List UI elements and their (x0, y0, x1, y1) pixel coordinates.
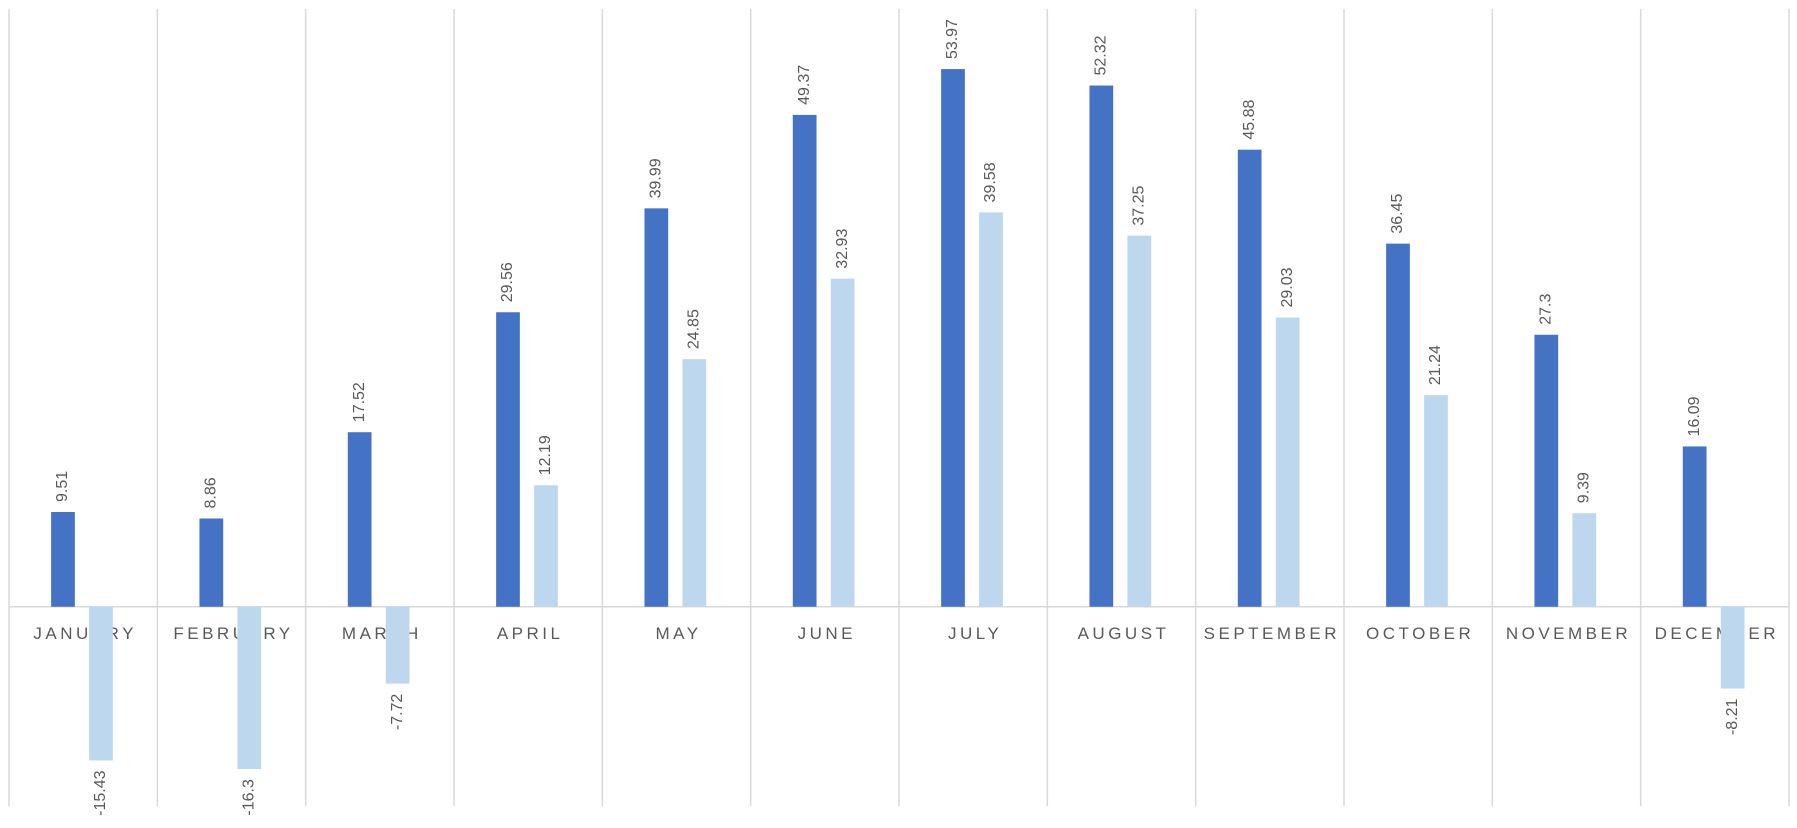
bar (347, 432, 372, 607)
bar (644, 208, 669, 607)
bar (682, 359, 707, 607)
value-label: 17.52 (351, 382, 368, 422)
x-tick-label: SEPTEMBER (1204, 624, 1340, 643)
value-label: 16.09 (1686, 396, 1703, 436)
bar (51, 512, 75, 607)
bar (89, 606, 113, 761)
value-label: 21.24 (1427, 345, 1444, 385)
value-label: 52.32 (1093, 35, 1110, 75)
bar (1275, 317, 1300, 607)
x-tick-label: APRIL (497, 624, 564, 643)
value-label: 36.45 (1389, 193, 1406, 233)
bar (1720, 606, 1745, 689)
bar (1386, 243, 1410, 607)
x-tick-label: NOVEMBER (1506, 624, 1631, 643)
x-tick-label: JUNE (798, 624, 856, 643)
bar (792, 114, 817, 607)
value-label: 24.85 (686, 309, 703, 349)
value-label: 45.88 (1241, 100, 1258, 140)
bar (199, 518, 224, 607)
value-label: 8.86 (203, 477, 220, 508)
bar (534, 485, 558, 607)
bar (1237, 149, 1262, 607)
x-tick-label: MARCH (342, 624, 422, 643)
bar (1534, 334, 1559, 607)
bar (237, 606, 262, 770)
bar (496, 312, 520, 607)
x-tick-label: JULY (948, 624, 1002, 643)
bar (1127, 235, 1152, 607)
value-label: 29.03 (1279, 267, 1296, 307)
value-label: -7.72 (389, 694, 406, 731)
value-label: 53.97 (944, 19, 961, 59)
value-label: 39.99 (648, 158, 665, 198)
value-label: 32.93 (834, 229, 851, 269)
bar (1424, 395, 1448, 607)
value-label: 39.58 (982, 162, 999, 202)
bar (1572, 513, 1597, 607)
bar (979, 212, 1003, 607)
x-tick-label: DECEMBER (1655, 624, 1779, 643)
value-label: 12.19 (537, 435, 554, 475)
value-label: -8.21 (1724, 698, 1741, 735)
bar (830, 278, 855, 607)
x-tick-label: JANUARY (33, 624, 137, 643)
x-tick-label: FEBRUARY (173, 624, 293, 643)
value-label: 37.25 (1131, 186, 1148, 226)
bar (385, 606, 410, 684)
value-label: 9.51 (54, 471, 71, 502)
value-label: 29.56 (499, 262, 516, 302)
value-label: -15.43 (92, 770, 109, 815)
value-label: 9.39 (1576, 472, 1593, 503)
value-label: -16.3 (241, 779, 258, 816)
value-label: 27.3 (1538, 294, 1555, 325)
x-tick-label: MAY (655, 624, 701, 643)
bar (941, 69, 965, 607)
x-tick-label: AUGUST (1078, 624, 1170, 643)
x-tick-label: OCTOBER (1366, 624, 1474, 643)
value-label: 49.37 (796, 65, 813, 105)
bar (1089, 85, 1114, 607)
bar (1682, 446, 1707, 607)
